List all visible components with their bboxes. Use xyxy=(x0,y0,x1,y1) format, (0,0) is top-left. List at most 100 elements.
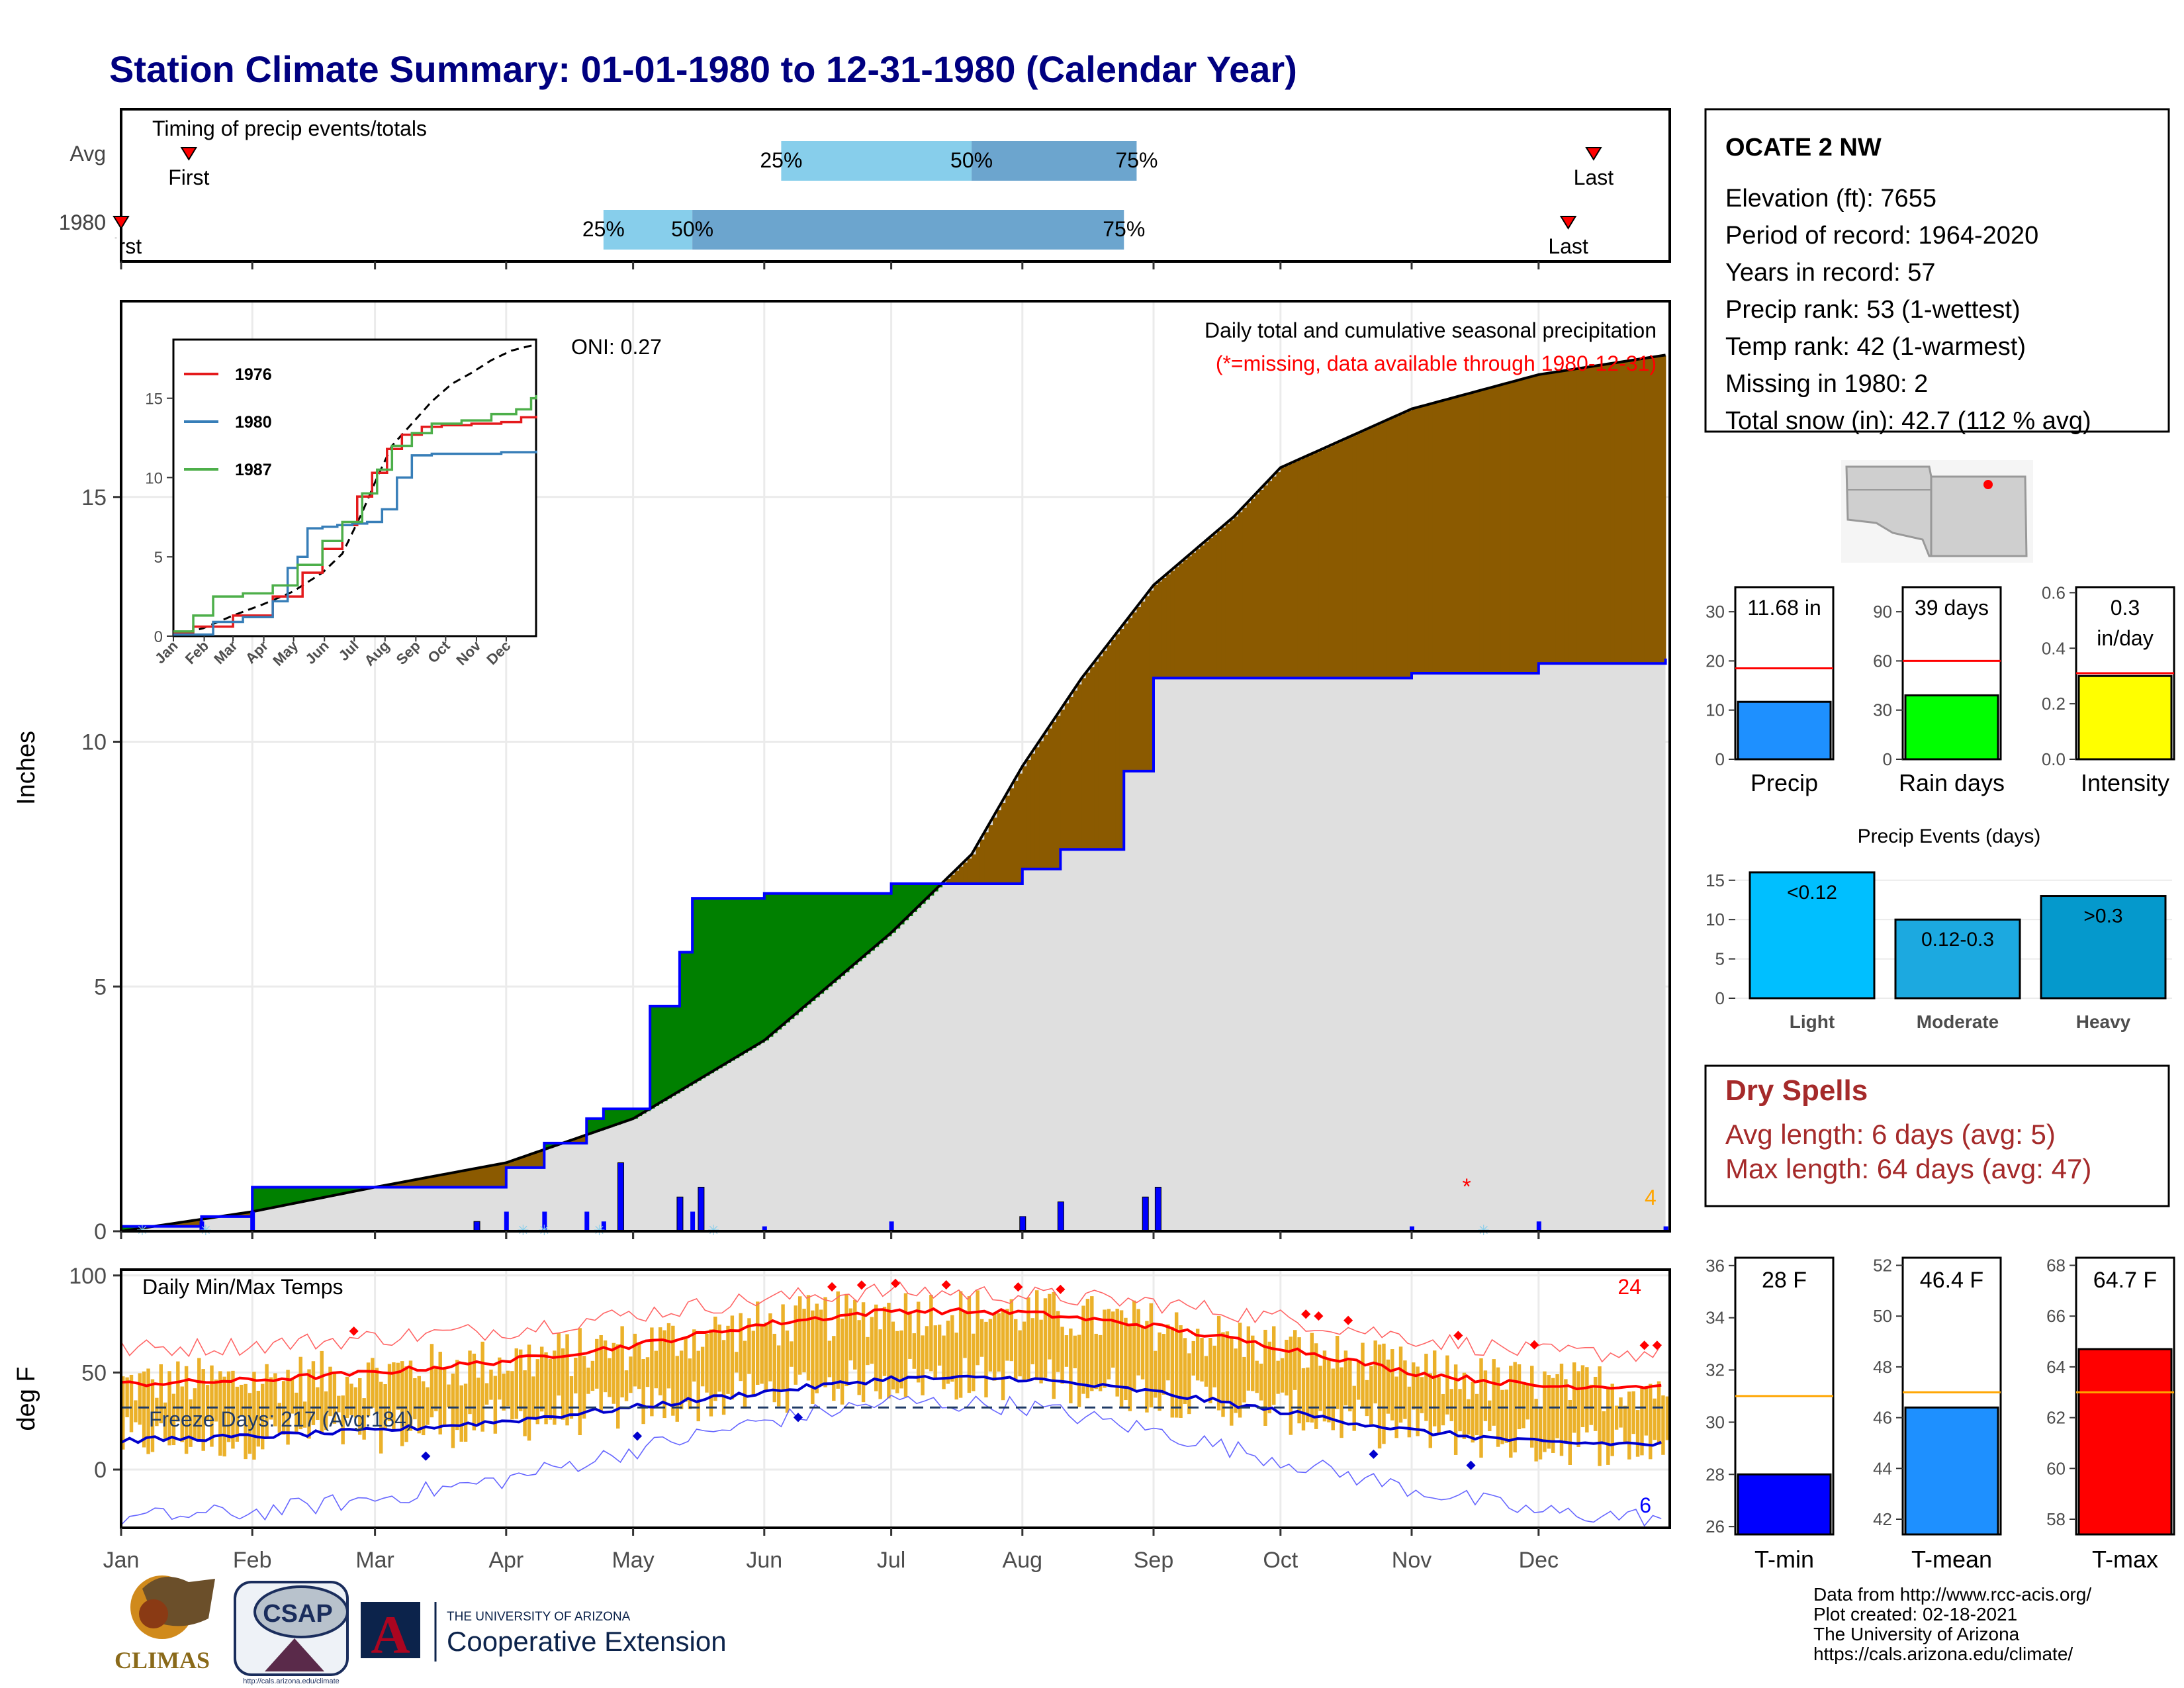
avg-tmax-line xyxy=(120,1307,1662,1391)
below-normal-fill xyxy=(1085,673,1091,850)
daily-temp-range-bar xyxy=(121,1376,125,1450)
daily-precip-bar xyxy=(199,1221,205,1231)
daily-temp-range-bar xyxy=(1352,1385,1356,1431)
below-normal-fill xyxy=(1154,585,1159,679)
below-normal-fill xyxy=(527,1155,532,1168)
above-normal-fill xyxy=(637,1109,643,1117)
daily-temp-range-bar xyxy=(641,1359,645,1425)
below-normal-fill xyxy=(1267,481,1273,679)
first-marker-year xyxy=(113,216,130,230)
daily-temp-range-bar xyxy=(578,1328,582,1436)
below-normal-fill xyxy=(1073,690,1078,850)
above-normal-fill xyxy=(332,1187,338,1196)
daily-temp-range-bar xyxy=(142,1371,146,1448)
station-precip-rank: Precip rank: 53 (1-wettest) xyxy=(1725,296,2021,324)
daily-temp-range-bar xyxy=(1107,1309,1111,1380)
daily-temp-range-bar xyxy=(1001,1310,1005,1401)
daily-temp-range-bar xyxy=(815,1303,819,1393)
below-normal-fill xyxy=(1293,461,1298,679)
below-normal-fill xyxy=(578,1137,583,1143)
below-normal-fill xyxy=(1124,623,1129,771)
daily-temp-range-bar xyxy=(590,1360,595,1391)
daily-temp-range-bar xyxy=(861,1302,866,1403)
below-normal-fill xyxy=(434,1176,439,1188)
above-normal-fill xyxy=(908,883,913,917)
daily-temp-range-bar xyxy=(1644,1385,1649,1436)
daily-temp-range-bar xyxy=(477,1378,480,1425)
daily-temp-range-bar xyxy=(1614,1405,1619,1430)
daily-temp-range-bar xyxy=(933,1325,937,1380)
above-normal-fill xyxy=(836,893,841,980)
daily-temp-range-bar xyxy=(484,1383,489,1405)
below-normal-fill xyxy=(1365,430,1370,679)
daily-temp-range-bar xyxy=(561,1348,565,1420)
quartile-50-75-year xyxy=(692,210,1124,250)
record-high-marker xyxy=(827,1282,837,1292)
daily-temp-range-bar xyxy=(150,1379,155,1452)
daily-temp-range-bar xyxy=(1318,1366,1322,1411)
daily-temp-range-bar xyxy=(1191,1340,1195,1376)
minibar-ytick-label: 0.4 xyxy=(2042,638,2066,658)
minibar-value-text: 0.3 xyxy=(2111,596,2140,620)
station-name: OCATE 2 NW xyxy=(1725,134,1882,162)
daily-temp-range-bar xyxy=(1572,1362,1576,1433)
above-normal-fill xyxy=(590,1118,596,1134)
daily-temp-range-bar xyxy=(937,1325,942,1366)
daily-temp-range-bar xyxy=(362,1398,366,1440)
daily-temp-range-bar xyxy=(447,1384,451,1408)
below-normal-fill xyxy=(1149,590,1154,771)
daily-temp-range-bar xyxy=(823,1297,827,1387)
first-label-avg: First xyxy=(168,165,209,189)
daily-temp-range-bar xyxy=(1149,1303,1154,1408)
daily-temp-range-bar xyxy=(848,1308,853,1361)
below-normal-fill xyxy=(1653,357,1658,664)
station-snow: Total snow (in): 42.7 (112 % avg) xyxy=(1725,407,2091,435)
daily-temp-range-bar xyxy=(984,1321,988,1397)
below-normal-fill xyxy=(1204,541,1209,679)
daily-temp-range-bar xyxy=(756,1301,760,1385)
daily-temp-range-bar xyxy=(1259,1364,1263,1401)
daily-temp-range-bar xyxy=(709,1329,713,1417)
csap-text: CSAP xyxy=(263,1600,333,1628)
above-normal-fill xyxy=(806,893,811,1005)
daily-temp-range-bar xyxy=(929,1295,933,1372)
daily-temp-range-bar xyxy=(265,1364,269,1437)
below-normal-fill xyxy=(1306,456,1311,679)
daily-temp-range-bar xyxy=(721,1340,726,1415)
temps-panel: 0 50 100 Daily Min/Max Temps Freeze Days: … xyxy=(13,1264,1671,1529)
daily-temp-range-bar xyxy=(1154,1350,1158,1398)
below-normal-fill xyxy=(1322,448,1328,679)
daily-temp-range-bar xyxy=(277,1403,281,1433)
daily-precip-bar xyxy=(250,1211,255,1231)
daily-temp-range-bar xyxy=(1310,1333,1314,1423)
daily-temp-range-bar xyxy=(1462,1372,1467,1439)
record-high-marker xyxy=(1056,1284,1066,1294)
above-normal-fill xyxy=(696,898,702,1081)
below-normal-fill xyxy=(1081,678,1087,850)
below-normal-fill xyxy=(1136,606,1142,771)
below-normal-fill xyxy=(1246,503,1251,679)
daily-temp-range-bar xyxy=(539,1346,544,1412)
daily-temp-range-bar xyxy=(1432,1350,1437,1427)
daily-temp-range-bar xyxy=(1331,1368,1335,1430)
daily-temp-range-bar xyxy=(1301,1368,1306,1430)
below-normal-fill xyxy=(1602,365,1607,664)
inset-legend-label: 1987 xyxy=(235,461,272,479)
daily-temp-range-bar xyxy=(658,1327,662,1395)
daily-temp-range-bar xyxy=(430,1344,434,1418)
tempbar-ytick-label: 66 xyxy=(2046,1306,2066,1326)
daily-precip-bar xyxy=(889,1221,894,1231)
daily-temp-range-bar xyxy=(1039,1319,1043,1383)
daily-temp-range-bar xyxy=(400,1361,404,1446)
tempbar-ytick-label: 44 xyxy=(1873,1458,1892,1478)
daily-temp-range-bar xyxy=(463,1383,468,1442)
daily-temp-range-bar xyxy=(1090,1296,1094,1391)
daily-temp-range-bar xyxy=(595,1338,599,1389)
tempbar-label: T-max xyxy=(2092,1546,2158,1573)
last-label-year: Last xyxy=(1548,234,1588,258)
daily-temp-range-bar xyxy=(1335,1336,1340,1409)
daily-temp-range-bar xyxy=(958,1291,963,1398)
dry-spells-box: Dry Spells Avg length: 6 days (avg: 5) M… xyxy=(1704,1064,2170,1207)
below-normal-fill xyxy=(1335,443,1341,679)
daily-temp-range-bar xyxy=(1174,1312,1179,1418)
